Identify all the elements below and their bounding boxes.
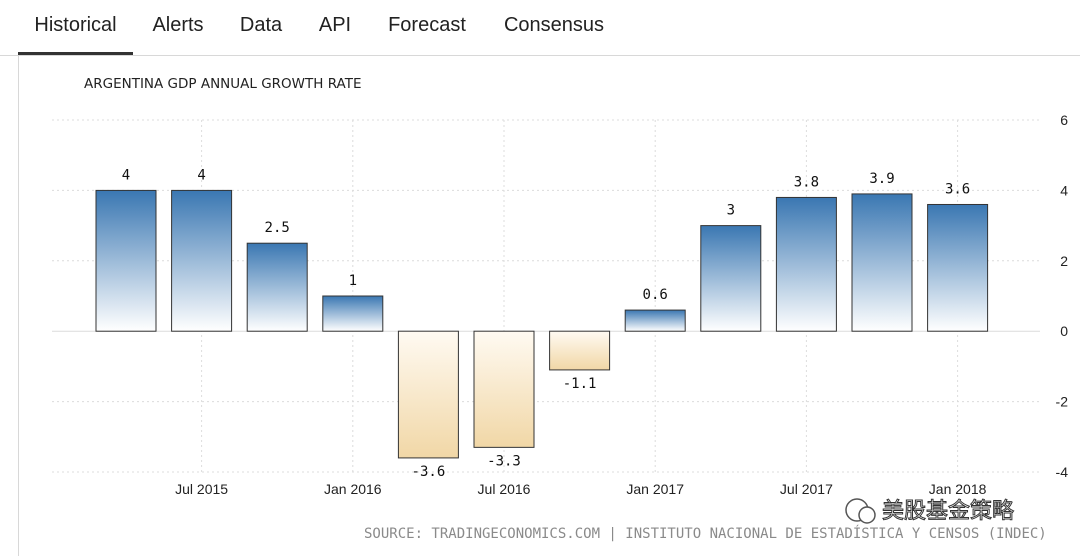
data-label: 4 [197,167,205,183]
y-tick-label: -2 [1056,394,1069,410]
x-tick-label: Jul 2016 [478,481,531,497]
bar[interactable] [322,295,384,332]
source-text: SOURCE: TRADINGECONOMICS.COM | INSTITUTO… [364,525,1047,542]
data-label: 1 [349,273,357,289]
data-label: -3.6 [412,464,446,480]
data-label: 2.5 [265,220,290,236]
tab-historical[interactable]: Historical [18,0,133,55]
bar[interactable] [171,189,233,332]
bar[interactable] [927,203,989,332]
x-tick-label: Jul 2015 [175,481,228,497]
chart-title: ARGENTINA GDP ANNUAL GROWTH RATE [84,76,362,92]
data-label: 3.8 [794,174,819,190]
bar[interactable] [473,330,535,448]
watermark-text: 美股基金策略 [882,499,1014,524]
x-tick-label: Jan 2018 [929,481,987,497]
bar[interactable] [397,330,459,459]
data-label: 3 [727,203,735,219]
data-label: 0.6 [643,287,668,303]
bar[interactable] [700,225,762,332]
watermark: 美股基金策略 [845,498,1015,525]
bar[interactable] [95,189,157,332]
wechat-icon-inner [858,506,876,524]
y-tick-label: -4 [1056,464,1069,480]
data-label: -1.1 [563,376,597,392]
bar[interactable] [624,309,686,332]
tab-alerts[interactable]: Alerts [152,14,204,36]
chart-panel [18,55,1080,556]
data-label: 3.9 [869,171,894,187]
tab-consensus[interactable]: Consensus [503,14,605,36]
y-tick-label: 2 [1060,253,1068,269]
y-tick-label: 4 [1060,182,1068,198]
bar[interactable] [246,242,308,332]
x-tick-label: Jan 2017 [626,481,684,497]
tab-bar: Historical Alerts Data API Forecast Cons… [0,0,1080,56]
tab-data[interactable]: Data [239,14,283,36]
bar[interactable] [775,196,837,332]
y-tick-label: 6 [1060,112,1068,128]
tab-api[interactable]: API [318,14,352,36]
bar[interactable] [549,330,611,371]
tab-forecast[interactable]: Forecast [388,14,466,36]
bar[interactable] [851,193,913,332]
data-label: 3.6 [945,181,970,197]
data-label: 4 [122,167,130,183]
y-tick-label: 0 [1060,323,1068,339]
data-label: -3.3 [487,453,521,469]
x-tick-label: Jan 2016 [324,481,382,497]
x-tick-label: Jul 2017 [780,481,833,497]
